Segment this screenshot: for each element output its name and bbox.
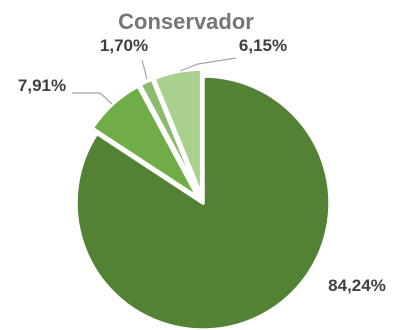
data-label-2: 7,91% [18, 76, 66, 95]
chart-title: Conservador [118, 9, 254, 34]
pie-slice-2 [90, 84, 201, 200]
leader-line-4 [179, 57, 237, 72]
data-label-4: 6,15% [239, 36, 287, 55]
leader-line-2 [72, 92, 113, 105]
data-label-3: 1,70% [100, 36, 148, 55]
pie-slice-4 [152, 67, 204, 198]
pie-slice-1 [74, 74, 332, 330]
leader-line-3 [141, 59, 148, 80]
data-label-1: 84,24% [328, 276, 386, 295]
